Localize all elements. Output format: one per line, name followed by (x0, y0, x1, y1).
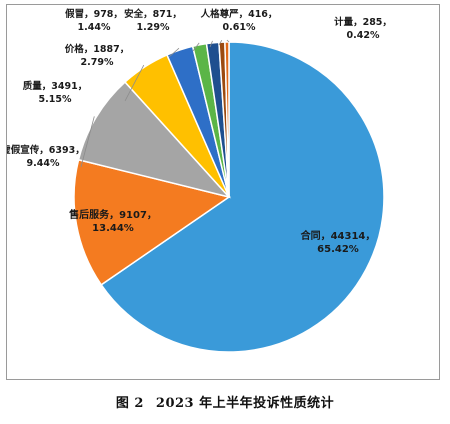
leader-line (192, 42, 200, 52)
slice-label: 假冒，978， 1.44% (65, 8, 123, 33)
slice-labels: 合同，44314， 65.42% 售后服务，9107， 13.44% 虚假宣传，6393… (7, 8, 392, 255)
slice-label-line1: 售后服务，9107， (69, 208, 157, 221)
slice-label-line1: 计量，285， (334, 16, 392, 28)
leader-line (226, 39, 230, 43)
slice-label: 虚假宣传，6393， 9.44% (7, 144, 85, 169)
leader-line (168, 47, 180, 58)
slice-label-line1: 假冒，978， (65, 8, 123, 20)
slice-label-line1: 质量，3491， (23, 80, 87, 92)
slice-label-line2: 2.79% (81, 57, 114, 68)
figure-number: 图 2 (115, 396, 144, 411)
pie-slice (77, 80, 232, 199)
leader-lines (80, 39, 230, 168)
slice-label-line1: 虚假宣传，6393， (7, 144, 85, 156)
slice-label: 售后服务，9107， 13.44% (69, 208, 157, 234)
slice-label: 质量，3491， 5.15% (23, 80, 87, 105)
slice-label-line1: 安全，871， (124, 8, 182, 20)
figure-title: 2023 年上半年投诉性质统计 (155, 396, 335, 411)
chart-frame: 合同，44314， 65.42% 售后服务，9107， 13.44% 虚假宣传，6393… (6, 4, 440, 380)
slice-label-line2: 9.44% (27, 158, 60, 169)
pie-slice (100, 41, 385, 353)
leader-line (80, 116, 95, 168)
slice-label: 人格尊严，416， 0.61% (201, 8, 278, 33)
leader-line (209, 40, 213, 48)
figure-caption: 图 2 2023 年上半年投诉性质统计 (0, 392, 450, 411)
pie-chart: 合同，44314， 65.42% 售后服务，9107， 13.44% 虚假宣传，6393… (7, 8, 392, 353)
slice-label-line2: 0.42% (347, 30, 380, 41)
slice-label-line2: 13.44% (92, 223, 134, 234)
slice-label-line2: 0.61% (223, 22, 256, 33)
leader-line (218, 39, 223, 46)
slice-label-line2: 1.44% (78, 22, 111, 33)
slice-label-line1: 合同，44314， (300, 229, 376, 242)
slice-label-line2: 1.29% (137, 22, 170, 33)
slice-label-line1: 价格，1887， (65, 43, 129, 55)
pie-slice (73, 158, 231, 286)
slice-label: 计量，285， 0.42% (334, 16, 392, 41)
slice-label-line1: 人格尊严，416， (201, 8, 278, 20)
slice-label: 合同，44314， 65.42% (300, 229, 376, 255)
slice-label: 安全，871， 1.29% (124, 8, 182, 33)
slice-label-line2: 5.15% (39, 94, 72, 105)
slice-label-line2: 65.42% (317, 244, 359, 255)
slice-label: 价格，1887， 2.79% (65, 43, 129, 68)
pie-slices (73, 41, 385, 353)
leader-line (124, 64, 145, 102)
